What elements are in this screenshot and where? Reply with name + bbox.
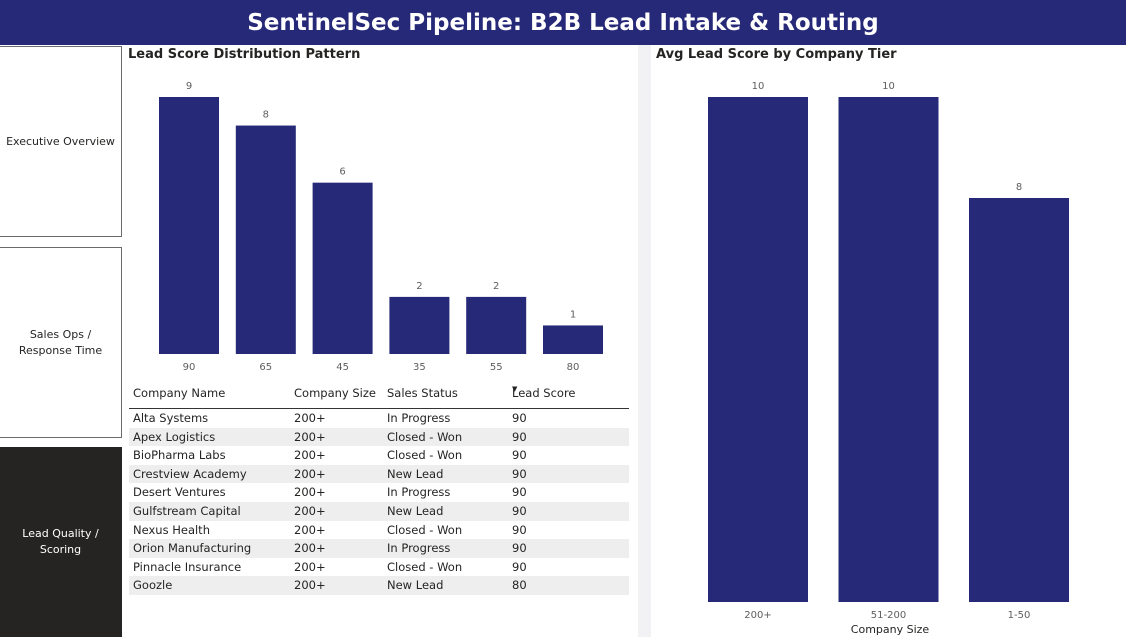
table-row[interactable]: Desert Ventures 200+ In Progress 90 xyxy=(129,483,629,502)
company-size-cell: 200+ xyxy=(294,448,326,463)
bar[interactable] xyxy=(543,325,603,354)
company-size-cell: 200+ xyxy=(294,429,326,444)
company-name-cell: BioPharma Labs xyxy=(133,448,226,463)
sort-descending-icon[interactable]: ▼ xyxy=(512,385,518,393)
sales-status-cell: New Lead xyxy=(387,578,444,593)
company-name-cell: Desert Ventures xyxy=(133,485,226,500)
table-row[interactable]: Pinnacle Insurance 200+ Closed - Won 90 xyxy=(129,558,629,577)
column-header-lead-score[interactable]: Lead Score xyxy=(512,386,576,400)
bar[interactable] xyxy=(312,182,373,354)
bar[interactable] xyxy=(969,198,1069,602)
company-size-cell: 200+ xyxy=(294,503,326,518)
column-header-sales-status[interactable]: Sales Status xyxy=(387,386,458,400)
bar[interactable] xyxy=(838,97,939,602)
nav-button-sales-ops[interactable]: Sales Ops / Response Time xyxy=(0,247,122,438)
lead-score-cell: 90 xyxy=(512,485,527,500)
lead-table: Company Name Company Size Sales Status L… xyxy=(129,382,629,595)
company-name-cell: Nexus Health xyxy=(133,522,210,537)
data-label: 1 xyxy=(570,309,576,320)
lead-score-cell: 80 xyxy=(512,578,527,593)
page-title: SentinelSec Pipeline: B2B Lead Intake & … xyxy=(0,0,1126,45)
company-name-cell: Alta Systems xyxy=(133,411,209,425)
table-row[interactable]: Goozle 200+ New Lead 80 xyxy=(129,576,629,595)
company-size-cell: 200+ xyxy=(294,485,326,500)
x-tick-label: 90 xyxy=(183,362,196,373)
column-header-company-size[interactable]: Company Size xyxy=(294,386,376,400)
distribution-chart-title: Lead Score Distribution Pattern xyxy=(128,47,361,62)
nav-button-executive-overview[interactable]: Executive Overview xyxy=(0,46,122,237)
lead-score-cell: 90 xyxy=(512,503,527,518)
table-row[interactable]: BioPharma Labs 200+ Closed - Won 90 xyxy=(129,446,629,465)
bar[interactable] xyxy=(389,296,450,354)
company-size-cell: 200+ xyxy=(294,559,326,574)
x-axis-title: Company Size xyxy=(851,623,930,636)
x-tick-label: 80 xyxy=(567,362,580,373)
data-label: 2 xyxy=(493,281,499,292)
lead-score-cell: 90 xyxy=(512,541,527,556)
company-size-cell: 200+ xyxy=(294,522,326,537)
table-row[interactable]: Gulfstream Capital 200+ New Lead 90 xyxy=(129,501,629,521)
table-row[interactable]: Nexus Health 200+ Closed - Won 90 xyxy=(129,521,629,540)
company-size-cell: 200+ xyxy=(294,578,326,593)
sales-status-cell: Closed - Won xyxy=(387,448,463,463)
sales-status-cell: New Lead xyxy=(387,466,444,481)
company-name-cell: Pinnacle Insurance xyxy=(133,559,242,574)
bar[interactable] xyxy=(159,97,219,354)
table-row[interactable]: Apex Logistics 200+ Closed - Won 90 xyxy=(129,427,629,447)
company-name-cell: Gulfstream Capital xyxy=(133,503,241,518)
x-tick-label: 65 xyxy=(259,362,272,373)
company-name-cell: Goozle xyxy=(133,578,173,593)
tier-chart-title: Avg Lead Score by Company Tier xyxy=(656,47,897,62)
lead-score-cell: 90 xyxy=(512,466,527,481)
column-header-company-name[interactable]: Company Name xyxy=(133,386,226,400)
data-label: 10 xyxy=(882,81,895,92)
table-body: Alta Systems 200+ In Progress 90 Apex Logist… xyxy=(129,409,629,595)
x-tick-label: 51-200 xyxy=(871,610,906,621)
table-row[interactable]: Alta Systems 200+ In Progress 90 xyxy=(129,409,629,428)
navigation-panel: Executive Overview Sales Ops / Response … xyxy=(0,45,124,637)
lead-score-cell: 90 xyxy=(512,411,527,425)
lead-score-cell: 90 xyxy=(512,559,527,574)
bar[interactable] xyxy=(708,97,808,602)
sales-status-cell: In Progress xyxy=(387,485,451,500)
table-row[interactable]: Crestview Academy 200+ New Lead 90 xyxy=(129,464,629,484)
x-tick-label: 35 xyxy=(413,362,426,373)
table-header: Company Name Company Size Sales Status L… xyxy=(129,382,629,409)
data-label: 2 xyxy=(416,281,422,292)
x-tick-label: 55 xyxy=(490,362,503,373)
sales-status-cell: Closed - Won xyxy=(387,559,463,574)
sales-status-cell: Closed - Won xyxy=(387,429,463,444)
lead-score-cell: 90 xyxy=(512,448,527,463)
data-label: 6 xyxy=(339,167,345,178)
company-size-cell: 200+ xyxy=(294,466,326,481)
nav-button-lead-quality[interactable]: Lead Quality / Scoring xyxy=(0,447,122,637)
x-tick-label: 1-50 xyxy=(1008,610,1031,621)
lead-score-cell: 90 xyxy=(512,522,527,537)
data-label: 8 xyxy=(263,110,269,121)
company-name-cell: Orion Manufacturing xyxy=(133,541,252,556)
data-label: 9 xyxy=(186,81,192,92)
company-name-cell: Apex Logistics xyxy=(133,429,216,444)
data-label: 10 xyxy=(752,81,765,92)
sales-status-cell: In Progress xyxy=(387,411,451,425)
table-row[interactable]: Orion Manufacturing 200+ In Progress 90 xyxy=(129,539,629,558)
x-tick-label: 45 xyxy=(336,362,349,373)
bar[interactable] xyxy=(235,125,296,354)
bar[interactable] xyxy=(466,296,527,354)
sales-status-cell: In Progress xyxy=(387,541,451,556)
data-label: 8 xyxy=(1016,182,1022,193)
company-size-cell: 200+ xyxy=(294,541,326,556)
lead-score-cell: 90 xyxy=(512,429,527,444)
sales-status-cell: New Lead xyxy=(387,503,444,518)
company-size-cell: 200+ xyxy=(294,411,326,425)
sales-status-cell: Closed - Won xyxy=(387,522,463,537)
company-name-cell: Crestview Academy xyxy=(133,466,247,481)
x-tick-label: 200+ xyxy=(744,610,771,621)
